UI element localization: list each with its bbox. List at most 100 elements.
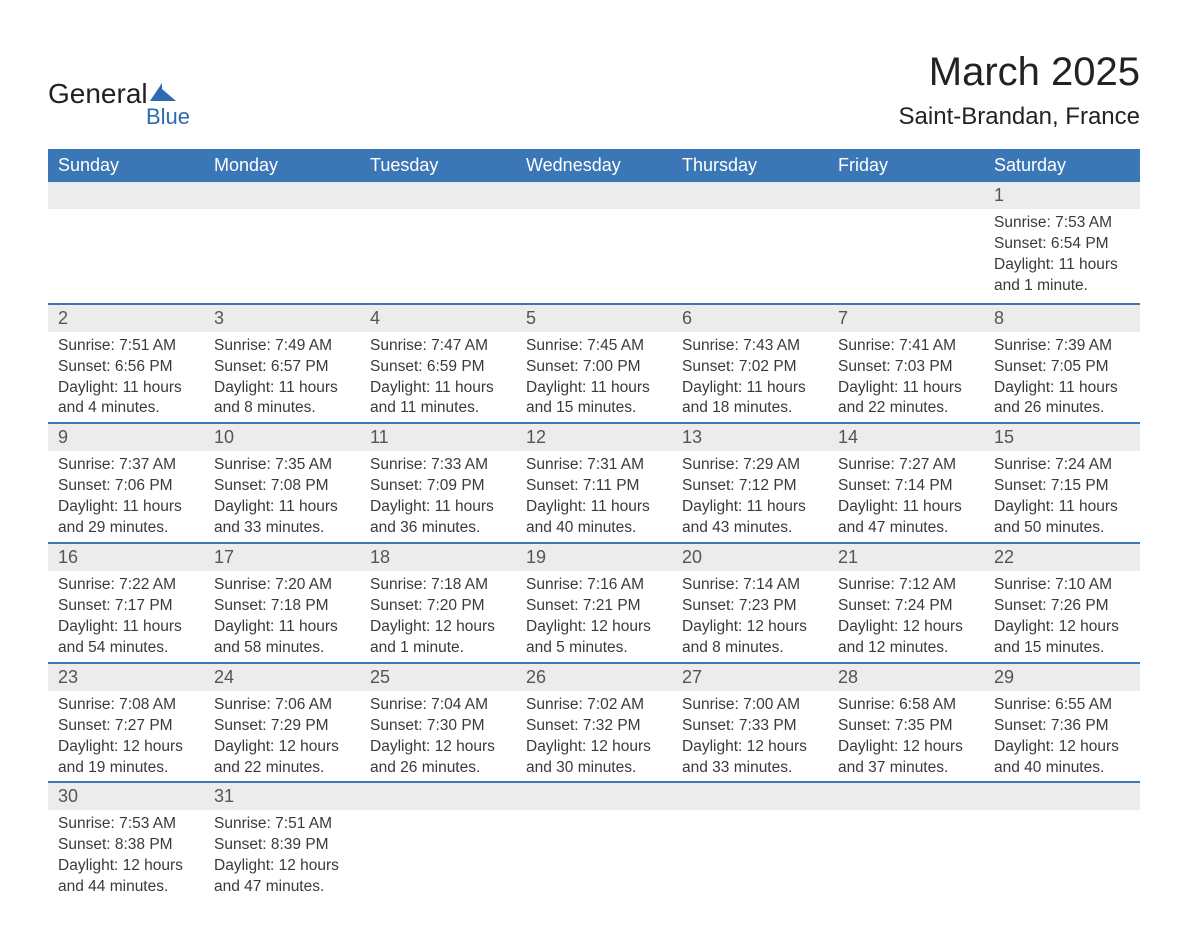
day-number-cell: 28 (828, 663, 984, 691)
day-detail-cell: Sunrise: 7:10 AMSunset: 7:26 PMDaylight:… (984, 571, 1140, 663)
daylight-line: Daylight: 11 hours and 43 minutes. (682, 497, 818, 539)
sunrise-line: Sunrise: 7:20 AM (214, 575, 350, 596)
day-number-cell: 24 (204, 663, 360, 691)
day-detail-cell: Sunrise: 7:16 AMSunset: 7:21 PMDaylight:… (516, 571, 672, 663)
logo-word-1: General (48, 78, 148, 109)
day-detail-cell: Sunrise: 7:27 AMSunset: 7:14 PMDaylight:… (828, 451, 984, 543)
daylight-line: Daylight: 12 hours and 47 minutes. (214, 856, 350, 898)
day-number-cell: 25 (360, 663, 516, 691)
sunset-line: Sunset: 8:39 PM (214, 835, 350, 856)
sunrise-line: Sunrise: 7:31 AM (526, 455, 662, 476)
day-number-cell: 10 (204, 423, 360, 451)
daylight-line: Daylight: 11 hours and 15 minutes. (526, 378, 662, 420)
day-number-cell: 2 (48, 304, 204, 332)
day-detail-cell: Sunrise: 7:39 AMSunset: 7:05 PMDaylight:… (984, 332, 1140, 424)
sunset-line: Sunset: 7:00 PM (526, 357, 662, 378)
detail-row: Sunrise: 7:22 AMSunset: 7:17 PMDaylight:… (48, 571, 1140, 663)
day-number-cell: 15 (984, 423, 1140, 451)
day-number-cell: 26 (516, 663, 672, 691)
day-number-cell (672, 782, 828, 810)
sunrise-line: Sunrise: 7:02 AM (526, 695, 662, 716)
daylight-line: Daylight: 12 hours and 44 minutes. (58, 856, 194, 898)
sunset-line: Sunset: 7:23 PM (682, 596, 818, 617)
day-detail-cell: Sunrise: 7:04 AMSunset: 7:30 PMDaylight:… (360, 691, 516, 783)
day-number-cell (360, 782, 516, 810)
sunset-line: Sunset: 7:35 PM (838, 716, 974, 737)
day-number-cell: 23 (48, 663, 204, 691)
weekday-header: Sunday (48, 149, 204, 182)
detail-row: Sunrise: 7:37 AMSunset: 7:06 PMDaylight:… (48, 451, 1140, 543)
sunset-line: Sunset: 7:33 PM (682, 716, 818, 737)
day-detail-cell: Sunrise: 7:37 AMSunset: 7:06 PMDaylight:… (48, 451, 204, 543)
detail-row: Sunrise: 7:53 AMSunset: 6:54 PMDaylight:… (48, 209, 1140, 304)
day-detail-cell (828, 810, 984, 901)
day-number-cell: 7 (828, 304, 984, 332)
day-detail-cell: Sunrise: 7:35 AMSunset: 7:08 PMDaylight:… (204, 451, 360, 543)
daynum-row: 23242526272829 (48, 663, 1140, 691)
day-detail-cell: Sunrise: 7:51 AMSunset: 6:56 PMDaylight:… (48, 332, 204, 424)
day-number-cell: 19 (516, 543, 672, 571)
day-number-cell: 18 (360, 543, 516, 571)
weekday-header: Friday (828, 149, 984, 182)
day-number-cell: 11 (360, 423, 516, 451)
day-number-cell: 3 (204, 304, 360, 332)
day-number-cell (48, 182, 204, 209)
day-detail-cell: Sunrise: 7:18 AMSunset: 7:20 PMDaylight:… (360, 571, 516, 663)
sunset-line: Sunset: 7:24 PM (838, 596, 974, 617)
daylight-line: Daylight: 11 hours and 40 minutes. (526, 497, 662, 539)
daynum-row: 1 (48, 182, 1140, 209)
sunset-line: Sunset: 7:32 PM (526, 716, 662, 737)
daylight-line: Daylight: 11 hours and 8 minutes. (214, 378, 350, 420)
sunset-line: Sunset: 7:09 PM (370, 476, 506, 497)
daylight-line: Daylight: 11 hours and 1 minute. (994, 255, 1130, 297)
page-header: General Blue March 2025 Saint-Brandan, F… (48, 50, 1140, 131)
daylight-line: Daylight: 11 hours and 26 minutes. (994, 378, 1130, 420)
sunrise-line: Sunrise: 7:53 AM (994, 213, 1130, 234)
sunrise-line: Sunrise: 7:41 AM (838, 336, 974, 357)
sunrise-line: Sunrise: 7:24 AM (994, 455, 1130, 476)
day-detail-cell: Sunrise: 7:12 AMSunset: 7:24 PMDaylight:… (828, 571, 984, 663)
day-detail-cell: Sunrise: 7:43 AMSunset: 7:02 PMDaylight:… (672, 332, 828, 424)
sunrise-line: Sunrise: 7:06 AM (214, 695, 350, 716)
day-number-cell: 9 (48, 423, 204, 451)
calendar-table: SundayMondayTuesdayWednesdayThursdayFrid… (48, 149, 1140, 901)
sunrise-line: Sunrise: 7:39 AM (994, 336, 1130, 357)
day-detail-cell (828, 209, 984, 304)
sunrise-line: Sunrise: 7:14 AM (682, 575, 818, 596)
day-detail-cell (672, 810, 828, 901)
sunrise-line: Sunrise: 7:43 AM (682, 336, 818, 357)
sunset-line: Sunset: 7:30 PM (370, 716, 506, 737)
sunset-line: Sunset: 7:05 PM (994, 357, 1130, 378)
day-detail-cell (516, 209, 672, 304)
day-detail-cell (516, 810, 672, 901)
sunset-line: Sunset: 7:02 PM (682, 357, 818, 378)
daylight-line: Daylight: 12 hours and 15 minutes. (994, 617, 1130, 659)
daylight-line: Daylight: 11 hours and 22 minutes. (838, 378, 974, 420)
daylight-line: Daylight: 12 hours and 5 minutes. (526, 617, 662, 659)
sunset-line: Sunset: 7:18 PM (214, 596, 350, 617)
sunrise-line: Sunrise: 7:47 AM (370, 336, 506, 357)
day-number-cell: 30 (48, 782, 204, 810)
daylight-line: Daylight: 11 hours and 50 minutes. (994, 497, 1130, 539)
sunset-line: Sunset: 8:38 PM (58, 835, 194, 856)
sunrise-line: Sunrise: 7:16 AM (526, 575, 662, 596)
sunset-line: Sunset: 7:03 PM (838, 357, 974, 378)
sunrise-line: Sunrise: 7:33 AM (370, 455, 506, 476)
weekday-header: Tuesday (360, 149, 516, 182)
sunset-line: Sunset: 6:59 PM (370, 357, 506, 378)
day-number-cell (360, 182, 516, 209)
day-detail-cell: Sunrise: 6:55 AMSunset: 7:36 PMDaylight:… (984, 691, 1140, 783)
day-number-cell (516, 182, 672, 209)
day-number-cell (828, 182, 984, 209)
daynum-row: 9101112131415 (48, 423, 1140, 451)
daylight-line: Daylight: 12 hours and 40 minutes. (994, 737, 1130, 779)
daylight-line: Daylight: 12 hours and 26 minutes. (370, 737, 506, 779)
day-detail-cell (48, 209, 204, 304)
detail-row: Sunrise: 7:53 AMSunset: 8:38 PMDaylight:… (48, 810, 1140, 901)
day-number-cell: 20 (672, 543, 828, 571)
daylight-line: Daylight: 12 hours and 33 minutes. (682, 737, 818, 779)
sunset-line: Sunset: 7:27 PM (58, 716, 194, 737)
day-number-cell: 4 (360, 304, 516, 332)
location-subtitle: Saint-Brandan, France (899, 103, 1140, 131)
sunset-line: Sunset: 7:20 PM (370, 596, 506, 617)
